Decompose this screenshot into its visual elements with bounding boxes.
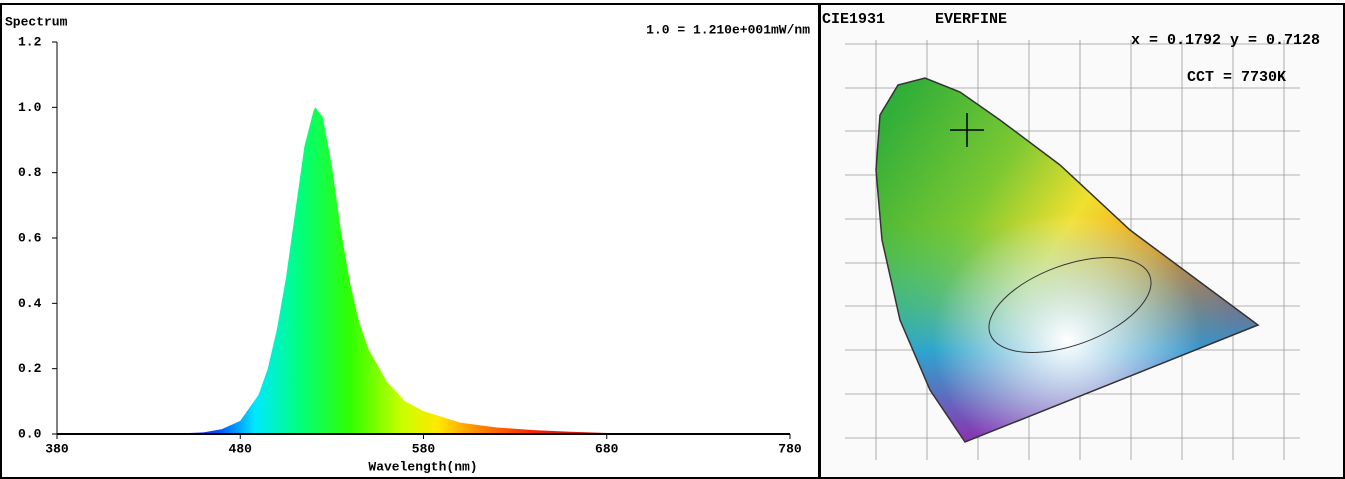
cie-panel: CIE1931 EVERFINE x = 0.1792 y = 0.7128 C… (819, 3, 1345, 479)
y-tick-label: 0.4 (18, 296, 42, 311)
x-tick-label: 780 (778, 441, 802, 456)
y-tick-label: 0.0 (18, 426, 42, 441)
cie-coordinates: x = 0.1792 y = 0.7128 (1131, 32, 1320, 49)
x-axis-label: Wavelength(nm) (368, 459, 477, 474)
cie-brand: EVERFINE (935, 11, 1007, 28)
chromaticity-white (875, 77, 1260, 443)
cie-cct: CCT = 7730K (1187, 69, 1286, 86)
planckian-region (988, 256, 1152, 354)
y-tick-label: 0.6 (18, 230, 42, 245)
spectrum-chart: Spectrum 1.0 = 1.210e+001mW/nm Wavelengt… (0, 3, 820, 479)
chart-title: Spectrum (5, 14, 68, 29)
y-tick-label: 1.2 (18, 34, 42, 49)
x-tick-label: 580 (412, 441, 436, 456)
y-tick-label: 1.0 (18, 100, 42, 115)
measurement-marker (950, 113, 984, 147)
cie-title: CIE1931 (822, 11, 885, 28)
y-tick-label: 0.2 (18, 361, 42, 376)
y-tick-label: 0.8 (18, 165, 42, 180)
x-tick-label: 680 (595, 441, 619, 456)
x-tick-label: 380 (45, 441, 69, 456)
annotation: 1.0 = 1.210e+001mW/nm (646, 22, 810, 37)
spectrum-area (166, 107, 644, 434)
x-tick-label: 480 (229, 441, 253, 456)
